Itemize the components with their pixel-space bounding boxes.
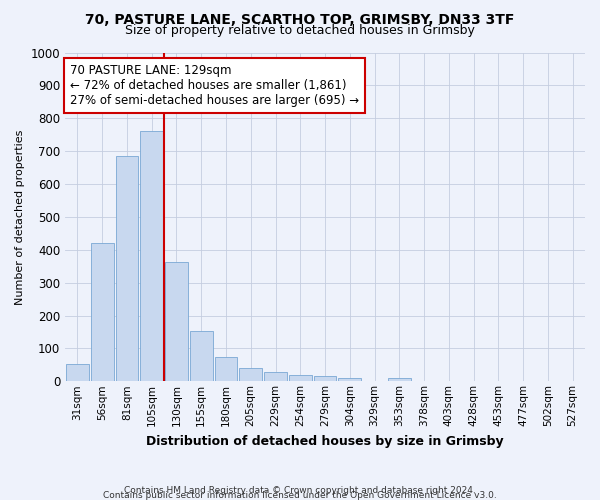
Bar: [190, 331, 212, 382]
Text: Contains HM Land Registry data © Crown copyright and database right 2024.: Contains HM Land Registry data © Crown c…: [124, 486, 476, 495]
Bar: [66, 364, 89, 382]
Bar: [338, 378, 361, 382]
Text: Contains public sector information licensed under the Open Government Licence v3: Contains public sector information licen…: [103, 491, 497, 500]
X-axis label: Distribution of detached houses by size in Grimsby: Distribution of detached houses by size …: [146, 434, 504, 448]
Bar: [314, 376, 337, 382]
Bar: [91, 242, 113, 382]
Bar: [140, 132, 163, 382]
Bar: [264, 372, 287, 382]
Bar: [239, 368, 262, 382]
Text: Size of property relative to detached houses in Grimsby: Size of property relative to detached ho…: [125, 24, 475, 37]
Bar: [215, 356, 238, 382]
Bar: [116, 156, 139, 382]
Text: 70, PASTURE LANE, SCARTHO TOP, GRIMSBY, DN33 3TF: 70, PASTURE LANE, SCARTHO TOP, GRIMSBY, …: [85, 12, 515, 26]
Text: 70 PASTURE LANE: 129sqm
← 72% of detached houses are smaller (1,861)
27% of semi: 70 PASTURE LANE: 129sqm ← 72% of detache…: [70, 64, 359, 107]
Bar: [289, 376, 311, 382]
Y-axis label: Number of detached properties: Number of detached properties: [15, 129, 25, 304]
Bar: [388, 378, 410, 382]
Bar: [165, 262, 188, 382]
